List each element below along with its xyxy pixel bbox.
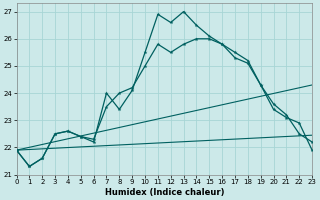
X-axis label: Humidex (Indice chaleur): Humidex (Indice chaleur) [105, 188, 224, 197]
